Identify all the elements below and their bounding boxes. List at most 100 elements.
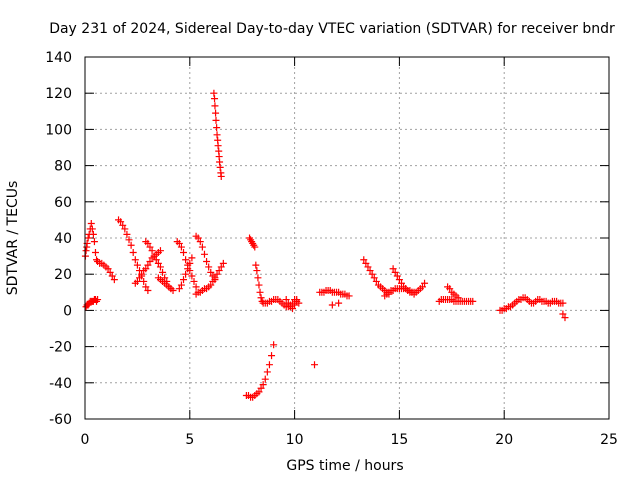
data-point [291, 301, 299, 309]
data-point [175, 239, 183, 247]
data-point [184, 265, 192, 273]
data-point [110, 276, 118, 284]
data-point [215, 267, 223, 275]
data-point [211, 102, 219, 110]
data-point [146, 243, 154, 251]
y-tick-label: 60 [54, 195, 72, 211]
data-point [217, 263, 225, 271]
grid [85, 57, 609, 419]
data-point [263, 368, 271, 376]
x-axis-label: GPS time / hours [286, 458, 403, 474]
data-point [397, 279, 405, 287]
data-point [108, 272, 116, 280]
y-tick-label: 120 [45, 86, 72, 102]
data-point [90, 238, 98, 246]
data-point [177, 281, 185, 289]
data-point [125, 236, 133, 244]
data-point [270, 341, 278, 349]
data-point [152, 256, 160, 264]
x-tick-label: 25 [600, 432, 618, 448]
data-point [140, 277, 148, 285]
data-point [177, 243, 185, 251]
data-point [345, 292, 353, 300]
data-point [362, 259, 370, 267]
data-point [156, 247, 164, 255]
x-tick-label: 10 [286, 432, 304, 448]
data-point [207, 268, 215, 276]
plot-frame [84, 56, 610, 420]
data-point [261, 375, 269, 383]
data-point [135, 274, 143, 282]
data-point [410, 290, 418, 298]
data-point [360, 256, 368, 264]
data-point [335, 299, 343, 307]
data-point [213, 131, 221, 139]
data-point [252, 261, 260, 269]
data-point [213, 270, 221, 278]
data-point [366, 267, 374, 275]
data-point [180, 248, 188, 256]
data-point [213, 124, 221, 132]
data-point [211, 274, 219, 282]
data-point [133, 277, 141, 285]
data-point [295, 299, 303, 307]
data-point [559, 299, 567, 307]
data-point [216, 163, 224, 171]
data-point [328, 301, 336, 309]
y-tick-label: 140 [45, 50, 72, 66]
data-point [217, 172, 225, 180]
data-point [395, 276, 403, 284]
data-point [142, 265, 150, 273]
tick-labels: -60 -40 -20 0 20 40 60 80 100 120 140 0 5 10 15 20 25 [45, 50, 618, 448]
data-point [146, 258, 154, 266]
data-point [198, 243, 206, 251]
data-point [104, 265, 112, 273]
data-point [148, 247, 156, 255]
data-point [216, 158, 224, 166]
data-point [87, 220, 95, 228]
data-point [364, 263, 372, 271]
data-point [256, 288, 264, 296]
data-point [391, 268, 399, 276]
data-point [210, 89, 218, 97]
data-point [293, 296, 301, 304]
data-point [370, 274, 378, 282]
data-point [182, 256, 190, 264]
y-tick-label: 100 [45, 122, 72, 138]
data-point [123, 230, 131, 238]
data-point [469, 297, 477, 305]
data-point [393, 272, 401, 280]
data-point [255, 281, 263, 289]
data-point [194, 234, 202, 242]
y-axis-label: SDTVAR / TECUs [5, 181, 21, 296]
data-point [209, 277, 217, 285]
data-point [94, 296, 102, 304]
data-point [88, 225, 96, 233]
data-point [454, 294, 462, 302]
data-point [418, 283, 426, 291]
y-tick-label: -60 [49, 412, 72, 428]
data-point [167, 285, 175, 293]
data-point [372, 277, 380, 285]
data-point [91, 248, 99, 256]
data-point [282, 296, 290, 304]
data-point [446, 285, 454, 293]
data-point [368, 270, 376, 278]
y-tick-label: 80 [54, 159, 72, 175]
data-point [142, 283, 150, 291]
data-point [561, 314, 569, 322]
data-point [89, 230, 97, 238]
data-point [214, 142, 222, 150]
data-point [205, 263, 213, 271]
data-point [212, 109, 220, 117]
data-point [188, 272, 196, 280]
data-point [150, 252, 158, 260]
x-tick-label: 0 [81, 432, 90, 448]
x-tick-label: 20 [495, 432, 513, 448]
data-point [180, 276, 188, 284]
data-point [207, 281, 215, 289]
data-point [133, 261, 141, 269]
data-point [129, 248, 137, 256]
y-tick-label: -40 [49, 376, 72, 392]
